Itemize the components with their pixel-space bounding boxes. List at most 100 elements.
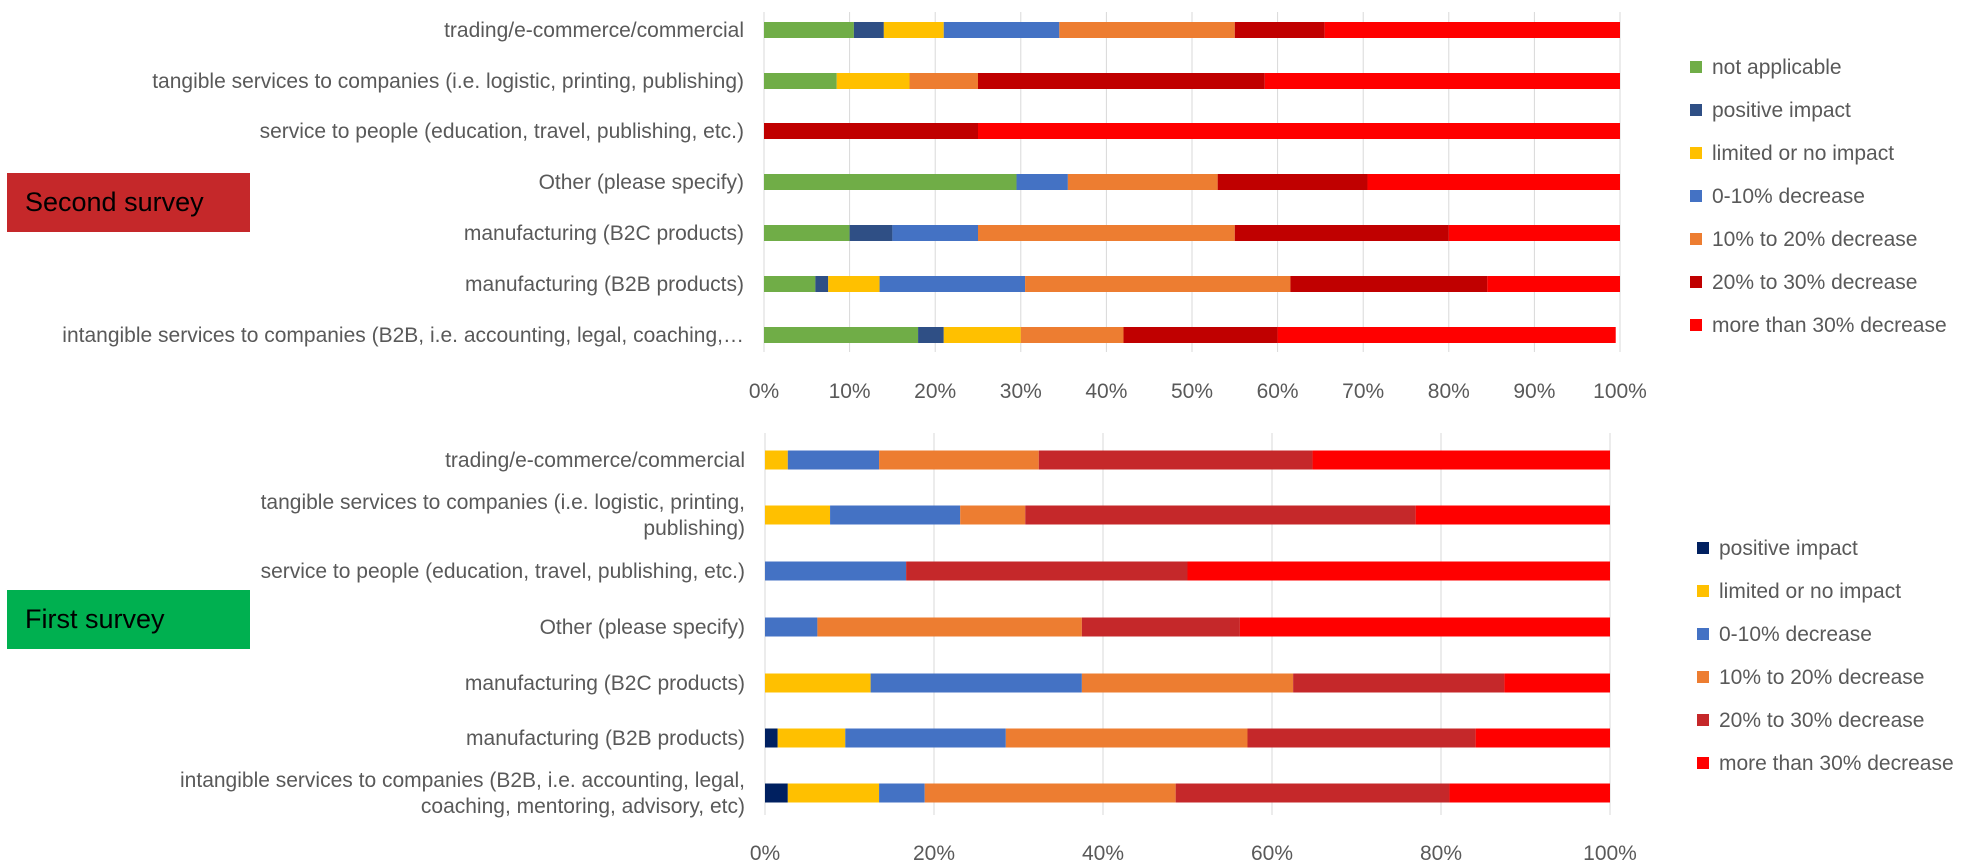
x-tick-label: 60% — [1257, 380, 1299, 403]
bar-segment — [879, 450, 1039, 470]
bar-segment — [1415, 505, 1610, 525]
category-label: intangible services to companies (B2B, i… — [180, 769, 745, 792]
bar-segment — [830, 505, 961, 525]
bar-segment — [943, 327, 1021, 343]
bar-segment — [1475, 728, 1610, 748]
bar-segment — [764, 123, 978, 139]
category-label: tangible services to companies (i.e. log… — [261, 491, 745, 514]
bar-segment — [765, 450, 788, 470]
bar-segment — [1277, 327, 1616, 343]
legend-label: limited or no impact — [1712, 142, 1894, 165]
bar-segment — [1234, 225, 1449, 241]
bar-segment — [1487, 276, 1620, 292]
bar-segment — [978, 225, 1235, 241]
x-tick-label: 0% — [750, 842, 780, 865]
bar-segment — [1234, 22, 1325, 38]
category-label: manufacturing (B2C products) — [465, 672, 745, 695]
bar-segment — [765, 561, 907, 581]
bar-segment — [924, 783, 1176, 803]
bar-segment — [1005, 728, 1248, 748]
legend-label: limited or no impact — [1719, 580, 1901, 603]
bar-segment — [978, 73, 1265, 89]
first-survey-badge: First survey — [7, 590, 250, 649]
bar-segment — [1449, 783, 1610, 803]
x-tick-label: 40% — [1085, 380, 1127, 403]
legend-label: 10% to 20% decrease — [1712, 228, 1917, 251]
bar-segment — [787, 450, 880, 470]
bar-segment — [765, 505, 831, 525]
legend-swatch — [1690, 233, 1702, 245]
category-label: service to people (education, travel, pu… — [261, 560, 745, 583]
legend-swatch — [1697, 714, 1709, 726]
category-label: trading/e-commerce/commercial — [445, 449, 745, 472]
category-label: tangible services to companies (i.e. log… — [152, 70, 744, 93]
bar-segment — [879, 783, 925, 803]
legend-swatch — [1690, 104, 1702, 116]
category-label: service to people (education, travel, pu… — [260, 120, 744, 143]
x-tick-label: 30% — [1000, 380, 1042, 403]
bar-segment — [1247, 728, 1476, 748]
bar-segment — [764, 174, 1017, 190]
legend-swatch — [1697, 757, 1709, 769]
x-tick-label: 50% — [1171, 380, 1213, 403]
bar-segment — [1081, 673, 1294, 693]
bar-segment — [960, 505, 1026, 525]
legend-label: more than 30% decrease — [1712, 314, 1947, 337]
legend-swatch — [1690, 319, 1702, 331]
legend-label: 20% to 30% decrease — [1712, 271, 1917, 294]
bar-segment — [1067, 174, 1218, 190]
bar-segment — [849, 225, 893, 241]
x-tick-label: 100% — [1583, 842, 1637, 865]
bar-segment — [1025, 505, 1416, 525]
x-tick-label: 70% — [1342, 380, 1384, 403]
bar-segment — [870, 673, 1082, 693]
legend-swatch — [1697, 671, 1709, 683]
bar-segment — [1264, 73, 1620, 89]
bar-segment — [883, 22, 944, 38]
legend-label: 0-10% decrease — [1712, 185, 1865, 208]
bar-segment — [1059, 22, 1235, 38]
category-label: manufacturing (B2C products) — [464, 222, 744, 245]
legend-swatch — [1697, 628, 1709, 640]
category-label: trading/e-commerce/commercial — [444, 19, 744, 42]
category-label: manufacturing (B2B products) — [465, 273, 744, 296]
category-label: Other (please specify) — [540, 616, 745, 639]
x-tick-label: 10% — [829, 380, 871, 403]
bar-segment — [1175, 783, 1450, 803]
bar-segment — [764, 22, 854, 38]
bar-segment — [906, 561, 1188, 581]
bar-segment — [764, 225, 850, 241]
bar-segment — [815, 276, 829, 292]
x-tick-label: 90% — [1513, 380, 1555, 403]
bar-segment — [765, 783, 788, 803]
bar-segment — [1324, 22, 1620, 38]
bar-segment — [879, 276, 1026, 292]
x-tick-label: 20% — [913, 842, 955, 865]
category-label: intangible services to companies (B2B, i… — [62, 324, 744, 347]
bar-segment — [836, 73, 910, 89]
bar-segment — [1187, 561, 1610, 581]
legend-swatch — [1697, 542, 1709, 554]
x-tick-label: 60% — [1251, 842, 1293, 865]
bar-segment — [1217, 174, 1368, 190]
category-label: Other (please specify) — [539, 171, 744, 194]
x-tick-label: 0% — [749, 380, 779, 403]
bar-segment — [892, 225, 978, 241]
bar-segment — [765, 728, 778, 748]
bar-segment — [1504, 673, 1610, 693]
x-tick-label: 40% — [1082, 842, 1124, 865]
bar-segment — [853, 22, 884, 38]
bar-segment — [845, 728, 1006, 748]
bar-segment — [1290, 276, 1488, 292]
bar-segment — [909, 73, 978, 89]
bar-segment — [1038, 450, 1313, 470]
bar-segment — [777, 728, 846, 748]
bar-segment — [765, 617, 818, 637]
bar-segment — [1081, 617, 1240, 637]
category-label: manufacturing (B2B products) — [466, 727, 745, 750]
bar-segment — [787, 783, 880, 803]
bar-segment — [943, 22, 1060, 38]
legend-label: positive impact — [1719, 537, 1858, 560]
legend-label: more than 30% decrease — [1719, 752, 1954, 775]
